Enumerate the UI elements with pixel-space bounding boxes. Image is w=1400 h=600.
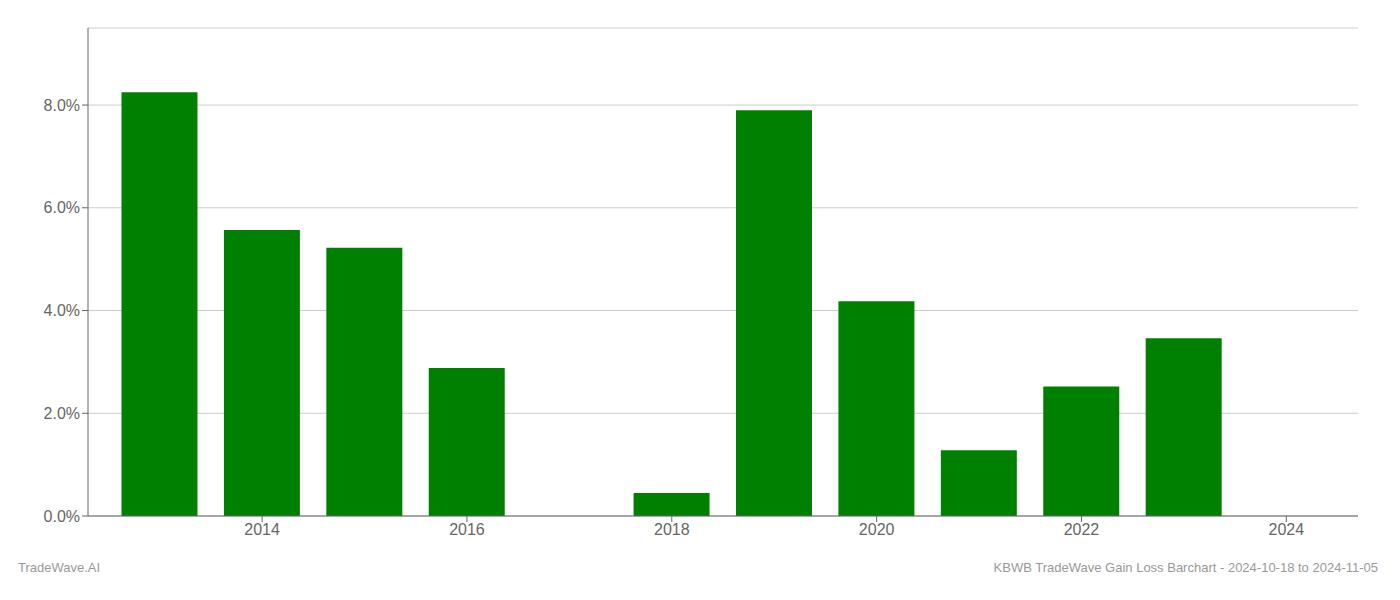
svg-text:2022: 2022 <box>1064 521 1100 538</box>
svg-text:2018: 2018 <box>654 521 690 538</box>
html-text:KBWB TradeWave Gain Loss Barch: KBWB TradeWave Gain Loss Barchart - 2024… <box>993 560 1378 575</box>
svg-text:0.0%: 0.0% <box>44 508 80 525</box>
svg-text:2020: 2020 <box>859 521 895 538</box>
svg-text:4.0%: 4.0% <box>44 302 80 319</box>
svg-text:2016: 2016 <box>449 521 485 538</box>
svg-text:2024: 2024 <box>1269 521 1305 538</box>
svg-text:8.0%: 8.0% <box>44 97 80 114</box>
svg-text:2014: 2014 <box>244 521 280 538</box>
svg-text:2.0%: 2.0% <box>44 405 80 422</box>
html-text:TradeWave.AI: TradeWave.AI <box>18 560 101 575</box>
svg-text:6.0%: 6.0% <box>44 199 80 216</box>
